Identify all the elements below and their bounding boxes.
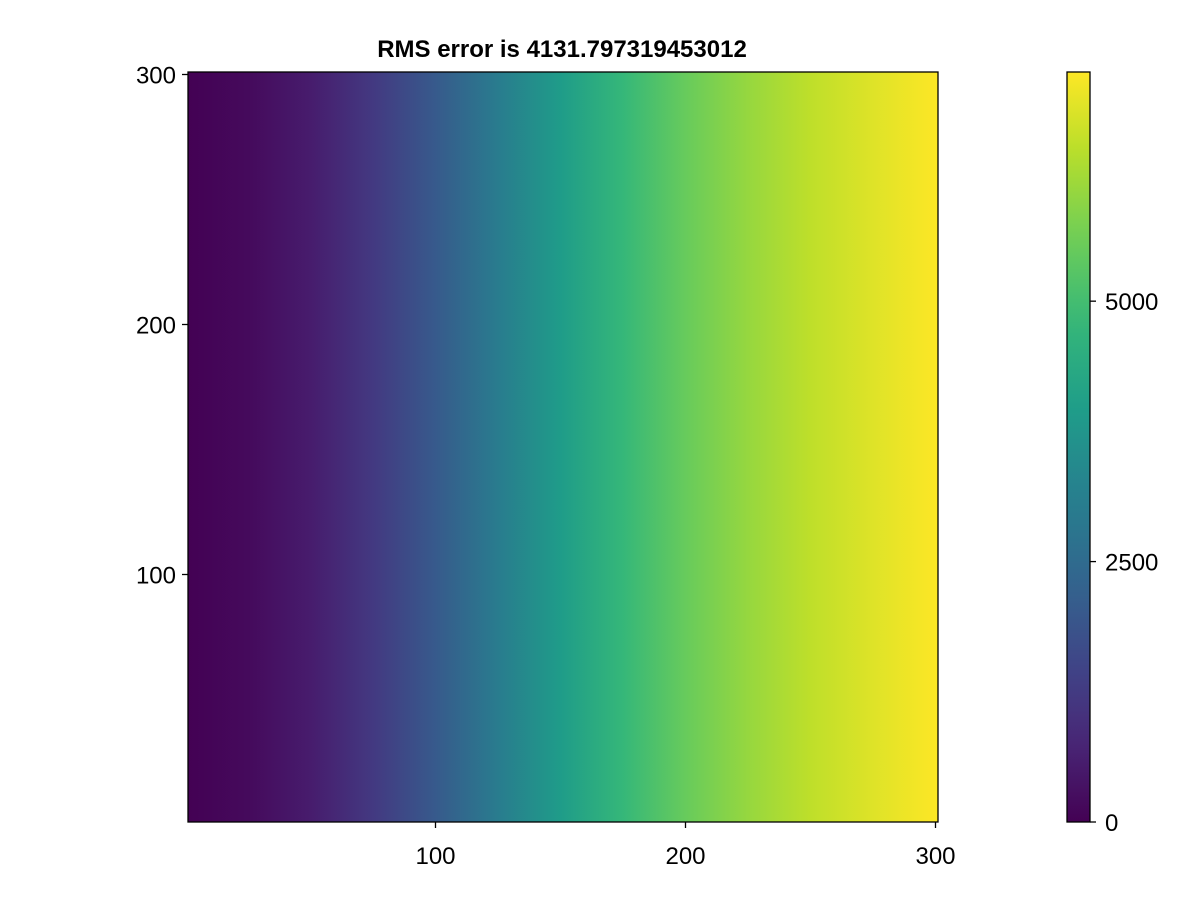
colorbar-tick-label: 2500 <box>1105 550 1158 577</box>
x-tick-label: 100 <box>415 843 455 870</box>
y-tick-label: 100 <box>136 563 176 590</box>
colorbar-fill <box>1067 72 1090 822</box>
colorbar-ticks: 0 2500 5000 <box>1090 289 1158 837</box>
y-tick-label: 300 <box>136 63 176 90</box>
y-axis-ticks: 100 200 300 <box>136 63 188 590</box>
x-tick-label: 200 <box>665 843 705 870</box>
colorbar-tick-label: 5000 <box>1105 289 1158 316</box>
x-tick-label: 300 <box>915 843 955 870</box>
colorbar-tick-label: 0 <box>1105 810 1118 837</box>
y-tick-label: 200 <box>136 313 176 340</box>
heatmap-field <box>188 72 938 822</box>
colorbar-frame <box>1066 71 1091 823</box>
x-axis-ticks: 100 200 300 <box>415 822 956 870</box>
chart-title: RMS error is 4131.797319453012 <box>377 36 747 63</box>
plot-frame <box>187 71 939 823</box>
